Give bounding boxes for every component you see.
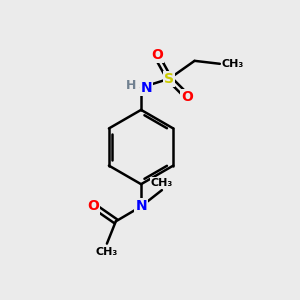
Text: CH₃: CH₃ bbox=[96, 247, 118, 256]
Text: CH₃: CH₃ bbox=[151, 178, 173, 188]
Text: S: S bbox=[164, 72, 174, 86]
Text: N: N bbox=[135, 200, 147, 214]
Text: N: N bbox=[141, 81, 152, 94]
Text: CH₃: CH₃ bbox=[221, 59, 244, 69]
Text: O: O bbox=[181, 90, 193, 104]
Text: O: O bbox=[87, 200, 99, 214]
Text: O: O bbox=[152, 48, 164, 62]
Text: H: H bbox=[125, 79, 136, 92]
